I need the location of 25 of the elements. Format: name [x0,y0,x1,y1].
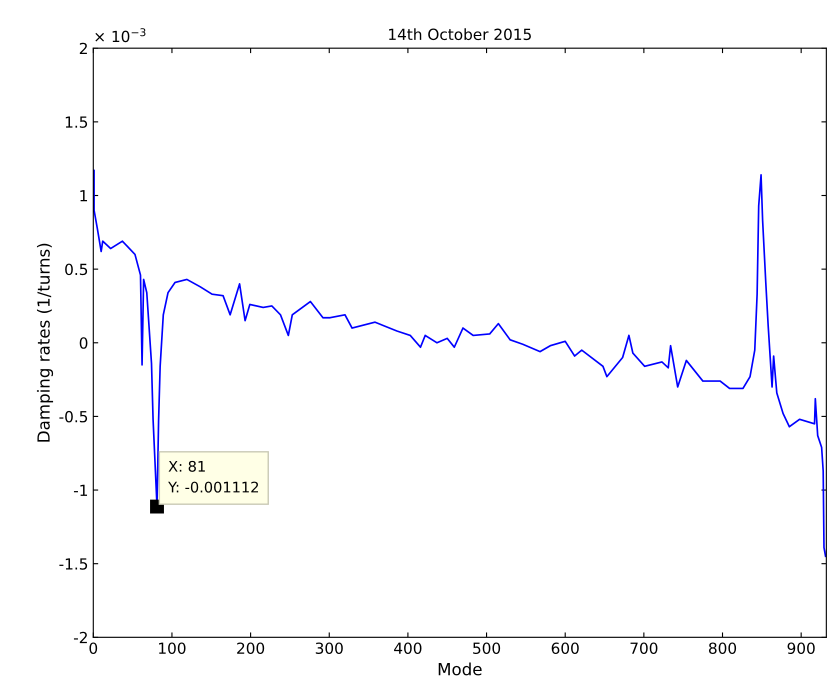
y-tick-label: -1.5 [59,558,88,570]
x-tick-label: 400 [394,642,422,654]
y-tick-label: 2 [80,42,87,54]
y-tick-label: -2 [74,632,87,644]
x-axis-title: Mode [438,662,482,676]
line-series [93,170,826,558]
x-tick-label: 200 [237,642,264,654]
y-axis-title: Damping rates (1/turns) [36,244,54,442]
x-tick-label: 700 [630,642,658,654]
x-tick-label: 900 [788,642,815,654]
x-tick-label: 100 [159,642,186,654]
y-tick-label: 1 [80,190,88,202]
y-tick-label: 0 [80,337,88,349]
annotation: X: 81 Y: -0.001112 [168,460,258,493]
y-tick-label: 0.5 [65,264,88,276]
x-tick-label: 800 [708,642,736,654]
x-tick-label: 300 [316,642,343,654]
x-tick-label: 500 [473,642,500,654]
y-tick-label: -1 [74,484,88,496]
y-tick-label: 1.5 [66,116,88,128]
x-tick-label: 600 [552,642,579,654]
chart-title: 14th October 2015 [389,28,531,40]
y-tick-label: -0.5 [59,410,88,422]
x-tick-label: 0 [89,642,98,654]
text: × 10$^{−3}$ [95,28,146,42]
